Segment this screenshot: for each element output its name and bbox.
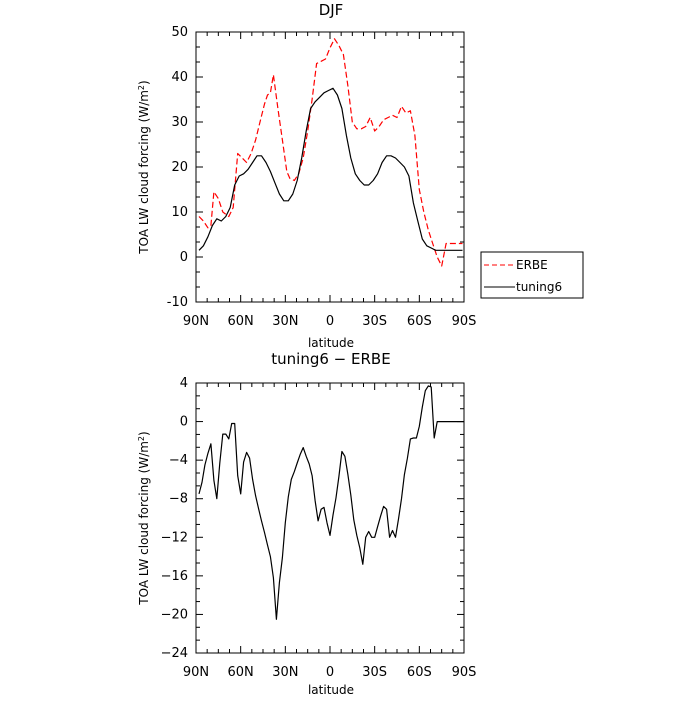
top-x-tick-label: 90S (452, 314, 477, 329)
top-series-line-erbe (198, 38, 463, 267)
top-y-tick-label: 20 (171, 160, 188, 175)
top-x-tick-label: 60N (228, 314, 254, 329)
bottom-x-tick-label: 30S (362, 665, 387, 680)
bottom-x-tick-label: 30N (272, 665, 298, 680)
bottom-y-tick-label: −8 (169, 492, 188, 507)
top-y-tick-label: 30 (171, 115, 188, 130)
bottom-x-axis-label: latitude (308, 683, 354, 697)
top-y-axis: -10 0 10 20 30 40 50 (167, 25, 464, 310)
bottom-y-tick-label: 4 (180, 376, 188, 391)
bottom-y-tick-label: −16 (161, 569, 188, 584)
top-y-tick-label: -10 (167, 295, 188, 310)
top-x-tick-label: 30S (362, 314, 387, 329)
top-x-axis: 90N 60N 30N 0 30S 60S 90S (183, 32, 477, 329)
top-x-tick-label: 30N (272, 314, 298, 329)
bottom-y-tick-label: −4 (169, 453, 188, 468)
bottom-x-tick-label: 0 (326, 665, 334, 680)
bottom-x-tick-label: 90S (452, 665, 477, 680)
top-y-tick-label: 40 (171, 70, 188, 85)
bottom-x-tick-label: 90N (183, 665, 209, 680)
top-x-tick-label: 90N (183, 314, 209, 329)
top-y-tick-label: 50 (171, 25, 188, 40)
bottom-x-tick-label: 60N (228, 665, 254, 680)
legend-tuning6-label: tuning6 (516, 280, 562, 294)
top-plot-frame (195, 31, 465, 303)
bottom-y-tick-label: −12 (161, 530, 188, 545)
top-chart-title: DJF (319, 1, 344, 19)
legend-box (480, 251, 584, 299)
top-y-axis-label: TOA LW cloud forcing (W/m2) (137, 80, 152, 254)
bottom-chart-title: tuning6 − ERBE (271, 350, 390, 368)
bottom-y-tick-label: −24 (161, 646, 188, 661)
bottom-y-axis: −24 −20 −16 −12 −8 −4 0 4 (161, 376, 464, 661)
bottom-y-tick-label: 0 (180, 415, 188, 430)
top-x-tick-label: 0 (326, 314, 334, 329)
top-panel: DJF -10 0 10 20 30 40 50 90N 60N 30N 0 30S 60S 90S l… (137, 1, 584, 350)
top-x-axis-label: latitude (308, 336, 354, 350)
bottom-series-line-difference (198, 385, 464, 620)
bottom-x-tick-label: 60S (407, 665, 432, 680)
top-x-tick-label: 60S (407, 314, 432, 329)
legend-erbe-label: ERBE (516, 258, 548, 272)
top-series-line-tuning6 (198, 87, 463, 251)
top-series-group (198, 38, 463, 267)
top-y-tick-label: 0 (180, 250, 188, 265)
top-y-tick-label: 10 (171, 205, 188, 220)
legend: ERBE tuning6 (480, 251, 584, 299)
bottom-y-tick-label: −20 (161, 607, 188, 622)
bottom-x-axis: 90N 60N 30N 0 30S 60S 90S (183, 383, 477, 680)
bottom-panel: tuning6 − ERBE −24 −20 −16 −12 −8 −4 0 4 90N 60N… (137, 350, 477, 697)
bottom-plot-frame (195, 382, 465, 654)
bottom-y-axis-label: TOA LW cloud forcing (W/m2) (137, 431, 152, 605)
bottom-series-group (198, 385, 464, 620)
